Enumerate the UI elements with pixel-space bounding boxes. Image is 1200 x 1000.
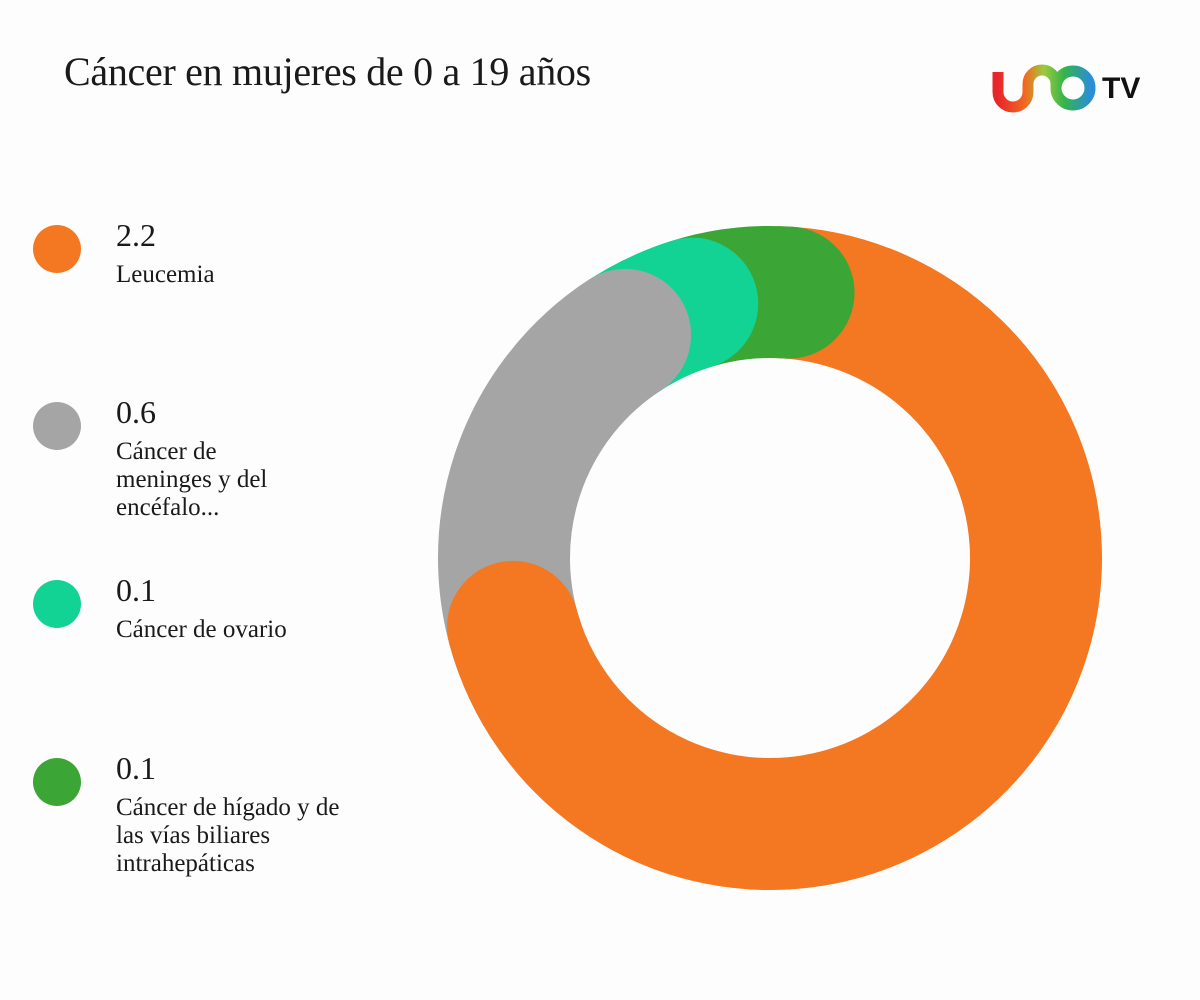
donut-segment-leucemia[interactable] (447, 226, 1102, 890)
legend-label: Cáncer de meninges y del encéfalo... (116, 438, 268, 521)
donut-segment-meninges-cap[interactable] (526, 268, 692, 427)
svg-text:TV: TV (1102, 72, 1140, 105)
legend-value: 0.1 (116, 750, 156, 786)
legend-dot-gray-icon (33, 402, 81, 450)
chart-title: Cáncer en mujeres de 0 a 19 años (64, 49, 591, 94)
legend-label: Cáncer de ovario (116, 616, 287, 643)
legend-dot-orange-icon (33, 225, 81, 273)
legend-value: 0.1 (116, 572, 156, 608)
legend-value: 0.6 (116, 394, 156, 430)
legend-label: Leucemia (116, 261, 215, 288)
legend-dot-green-icon (33, 758, 81, 806)
legend-value: 2.2 (116, 217, 156, 253)
legend-dot-teal-icon (33, 580, 81, 628)
legend-label: Cáncer de hígado y de las vías biliares … (116, 794, 340, 877)
unotv-logo-icon: TV (992, 64, 1140, 113)
